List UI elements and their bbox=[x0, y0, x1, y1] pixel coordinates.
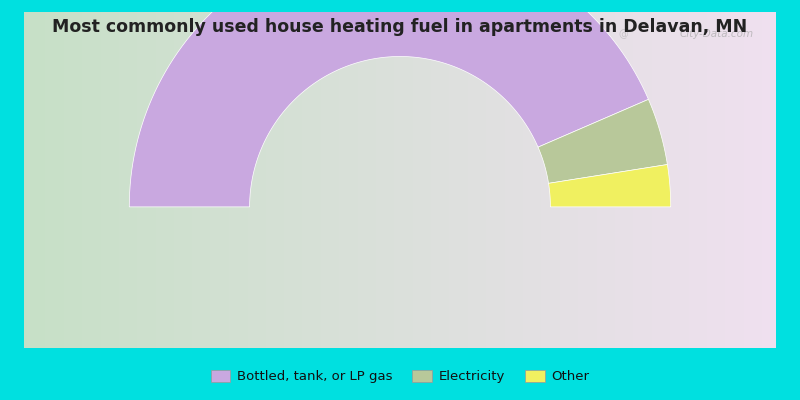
PathPatch shape bbox=[130, 0, 649, 207]
Text: City-Data.com: City-Data.com bbox=[679, 29, 754, 39]
Text: @: @ bbox=[618, 29, 628, 39]
PathPatch shape bbox=[549, 164, 670, 207]
Text: Most commonly used house heating fuel in apartments in Delavan, MN: Most commonly used house heating fuel in… bbox=[52, 18, 748, 36]
Legend: Bottled, tank, or LP gas, Electricity, Other: Bottled, tank, or LP gas, Electricity, O… bbox=[210, 370, 590, 383]
PathPatch shape bbox=[538, 99, 667, 183]
